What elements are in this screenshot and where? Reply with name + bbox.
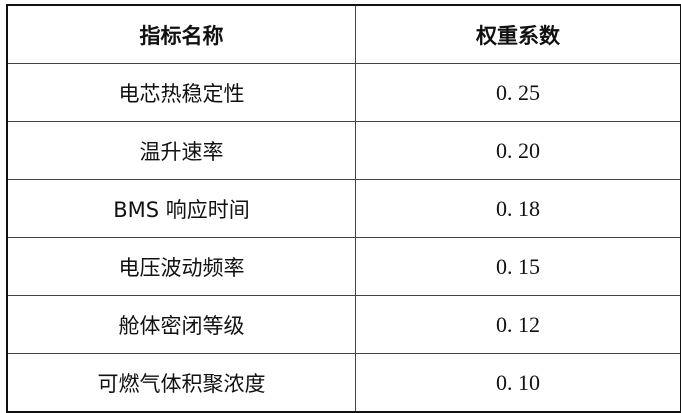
indicator-name: BMS 响应时间 (7, 180, 356, 238)
indicator-name: 可燃气体积聚浓度 (7, 354, 356, 413)
weight-value: 0. 18 (356, 180, 681, 238)
weight-value: 0. 10 (356, 354, 681, 413)
weight-value: 0. 12 (356, 296, 681, 354)
indicator-name: 电压波动频率 (7, 238, 356, 296)
header-weight: 权重系数 (356, 5, 681, 64)
weight-value: 0. 25 (356, 64, 681, 122)
weight-value: 0. 20 (356, 122, 681, 180)
indicator-name: 温升速率 (7, 122, 356, 180)
indicator-name: 舱体密闭等级 (7, 296, 356, 354)
header-row: 指标名称 权重系数 (7, 5, 681, 64)
weight-value: 0. 15 (356, 238, 681, 296)
header-indicator-name: 指标名称 (7, 5, 356, 64)
indicator-name: 电芯热稳定性 (7, 64, 356, 122)
